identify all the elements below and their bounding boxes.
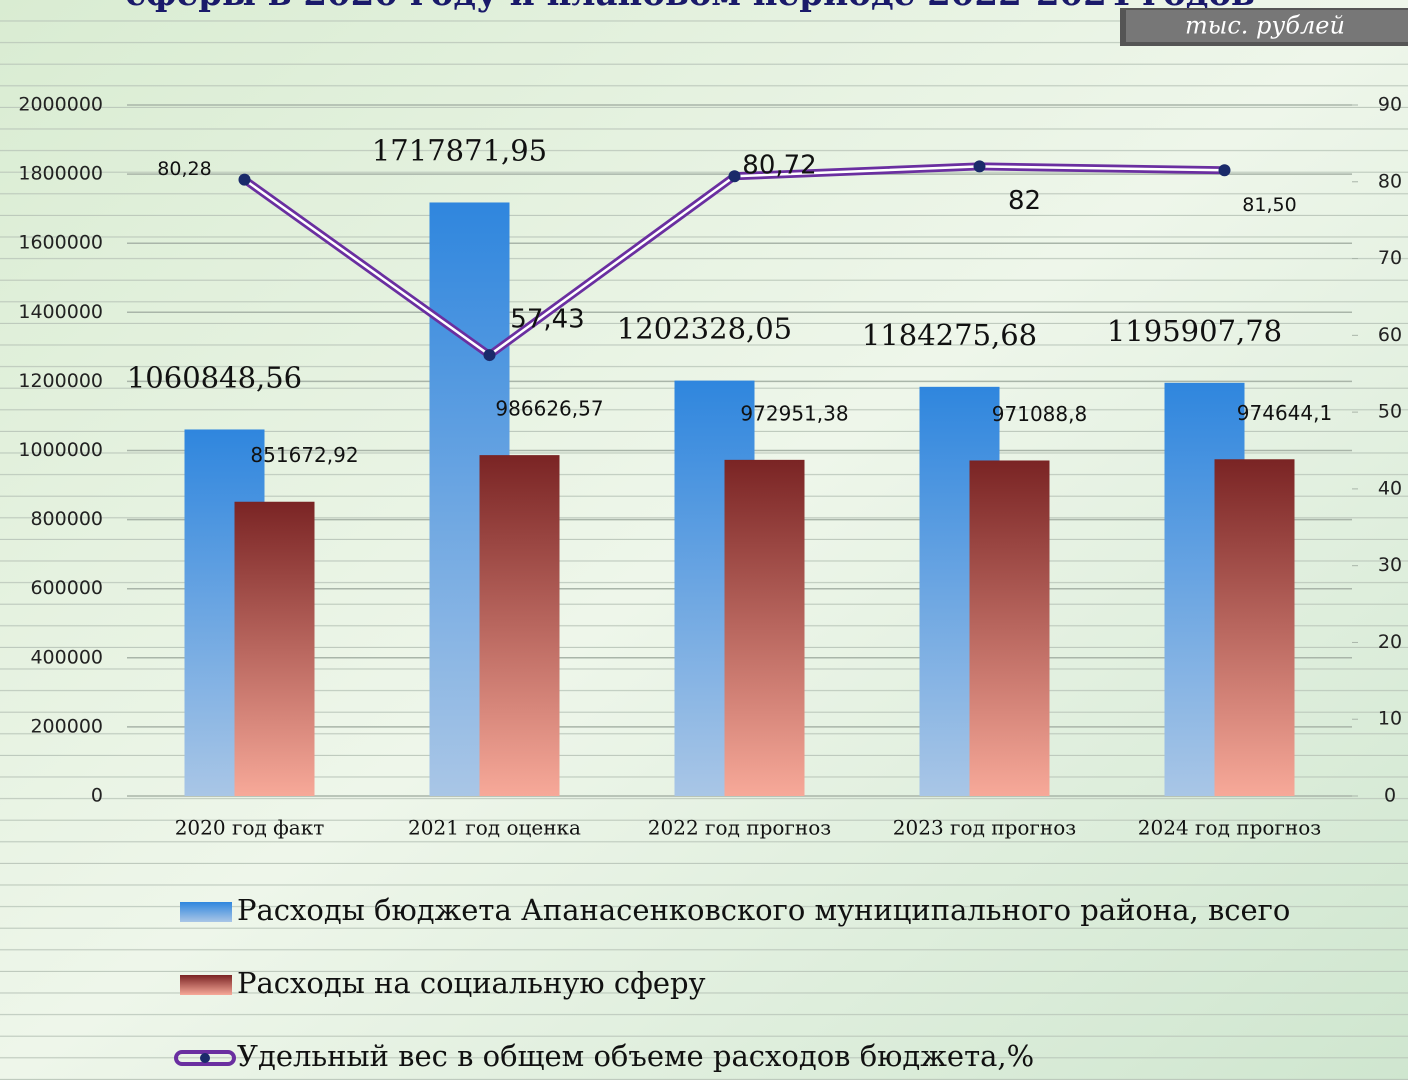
line-label: 81,50 xyxy=(1242,194,1296,216)
y-tick-label: 1800000 xyxy=(18,163,103,185)
x-tick-label: 2023 год прогноз xyxy=(893,816,1076,840)
y-tick-label: 1200000 xyxy=(18,370,103,392)
legend-swatch xyxy=(174,1050,236,1066)
y2-tick-label: 30 xyxy=(1378,554,1402,576)
legend-label: Удельный вес в общем объеме расходов бюд… xyxy=(237,1039,1034,1073)
y2-tick-label: 40 xyxy=(1378,477,1402,499)
data-label: 1184275,68 xyxy=(862,318,1037,352)
y2-tick-label: 60 xyxy=(1378,324,1402,346)
data-label: 1060848,56 xyxy=(127,360,302,394)
data-label: 974644,1 xyxy=(1237,401,1332,425)
y-tick-label: 1000000 xyxy=(18,439,103,461)
bar xyxy=(234,501,315,796)
y-tick-label: 200000 xyxy=(30,715,103,737)
y2-tick-label: 50 xyxy=(1378,401,1402,423)
x-tick-label: 2022 год прогноз xyxy=(648,816,831,840)
y-tick-label: 400000 xyxy=(30,646,103,668)
legend-swatch xyxy=(180,902,232,922)
bar xyxy=(1214,459,1295,796)
unit-label: тыс. рублей xyxy=(1185,12,1345,40)
data-label: 972951,38 xyxy=(740,401,848,425)
legend-swatch xyxy=(180,975,232,995)
x-tick-label: 2021 год оценка xyxy=(408,816,581,840)
data-label: 1202328,05 xyxy=(617,312,792,346)
line-label: 82 xyxy=(1008,186,1041,216)
line-label: 80,28 xyxy=(157,158,211,180)
line-label: 80,72 xyxy=(742,151,816,181)
y-tick-label: 800000 xyxy=(30,508,103,530)
data-label: 851672,92 xyxy=(250,443,358,467)
line-label: 57,43 xyxy=(510,305,584,335)
line-marker xyxy=(238,173,251,186)
chart-title: сферы в 2020 году и плановом периоде 202… xyxy=(125,0,1255,14)
data-label: 1195907,78 xyxy=(1107,314,1282,348)
y2-tick-label: 0 xyxy=(1384,785,1396,807)
line-marker xyxy=(973,160,986,173)
line-marker xyxy=(483,349,496,362)
line-marker xyxy=(728,170,741,183)
y-tick-label: 1600000 xyxy=(18,232,103,254)
bar xyxy=(969,460,1050,796)
data-label: 971088,8 xyxy=(992,402,1087,426)
legend-label: Расходы на социальную сферу xyxy=(237,966,706,1000)
legend-swatch-marker xyxy=(200,1053,210,1063)
y2-tick-label: 10 xyxy=(1378,708,1402,730)
y2-tick-label: 80 xyxy=(1378,170,1402,192)
x-tick-label: 2020 год факт xyxy=(175,816,325,840)
y-tick-label: 1400000 xyxy=(18,301,103,323)
line-marker xyxy=(1218,164,1231,177)
data-label: 1717871,95 xyxy=(372,133,547,167)
y-tick-label: 600000 xyxy=(30,577,103,599)
bar xyxy=(724,459,805,796)
y2-tick-label: 20 xyxy=(1378,631,1402,653)
bar xyxy=(479,455,560,796)
y2-tick-label: 70 xyxy=(1378,247,1402,269)
y-tick-label: 2000000 xyxy=(18,94,103,116)
unit-box-inner xyxy=(1126,10,1408,42)
legend-label: Расходы бюджета Апанасенковского муницип… xyxy=(237,893,1290,927)
y-tick-label: 0 xyxy=(91,785,103,807)
y2-tick-label: 90 xyxy=(1378,94,1402,116)
data-label: 986626,57 xyxy=(495,397,603,421)
x-tick-label: 2024 год прогноз xyxy=(1138,816,1321,840)
